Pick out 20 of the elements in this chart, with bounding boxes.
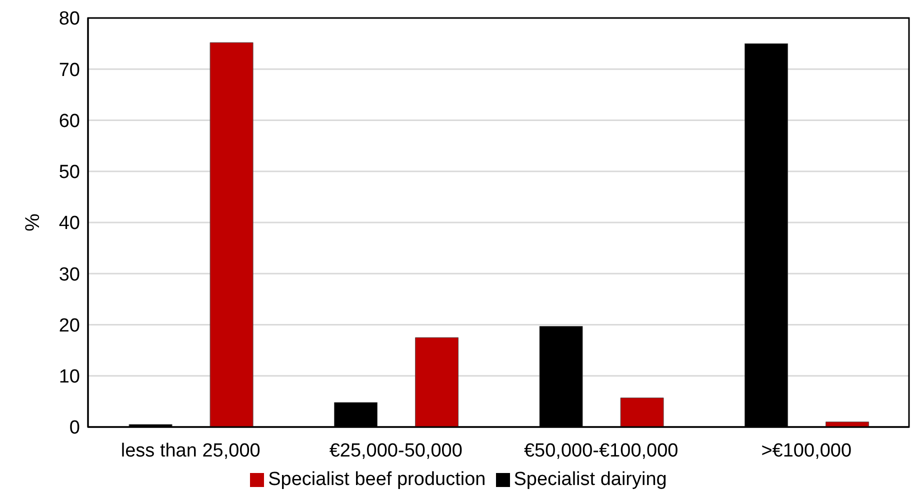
y-tick-label: 40 <box>58 213 80 234</box>
bar <box>826 422 870 427</box>
y-tick-label: 0 <box>69 418 80 439</box>
legend-label: Specialist beef production <box>268 469 486 490</box>
legend-label: Specialist dairying <box>514 469 667 490</box>
bar <box>210 42 254 427</box>
bar <box>620 398 664 427</box>
y-tick-label: 30 <box>58 264 80 286</box>
y-tick-label: 70 <box>58 60 80 81</box>
y-tick-label: 20 <box>58 315 80 336</box>
bar <box>415 337 459 427</box>
y-tick-label: 10 <box>58 366 80 388</box>
x-tick-label: €50,000-€100,000 <box>524 440 678 462</box>
y-tick-label: 80 <box>58 8 80 30</box>
x-tick-label: >€100,000 <box>761 440 852 462</box>
x-tick-label: less than 25,000 <box>120 440 260 462</box>
y-tick-label: 60 <box>58 110 80 132</box>
x-tick-label: €25,000-50,000 <box>329 440 462 462</box>
y-tick-label: 50 <box>58 162 80 184</box>
y-axis-title: % <box>22 213 44 232</box>
